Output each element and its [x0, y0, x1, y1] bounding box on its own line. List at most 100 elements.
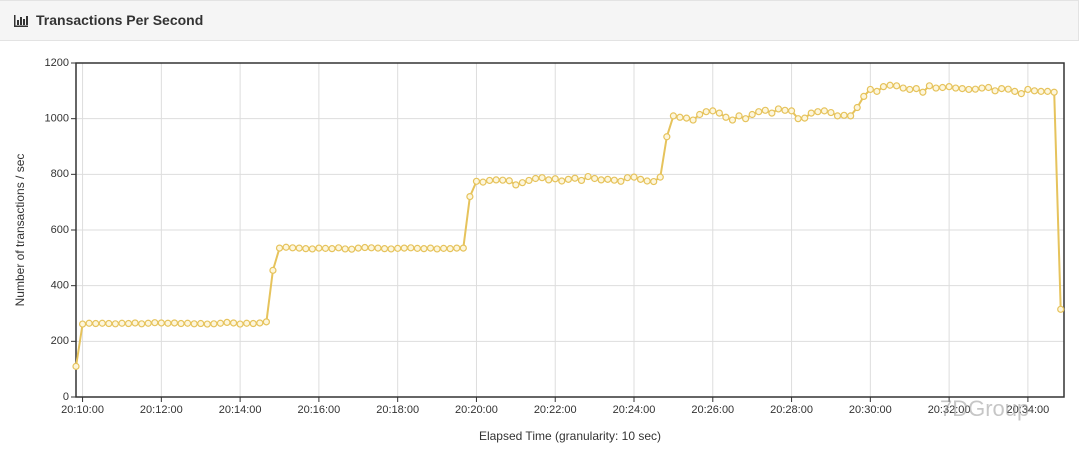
data-point	[1057, 305, 1065, 313]
data-point	[774, 105, 783, 113]
data-point	[184, 319, 192, 327]
data-point	[998, 85, 1006, 93]
data-point	[650, 177, 658, 186]
data-point	[978, 84, 986, 92]
data-point	[945, 83, 953, 91]
data-point	[663, 133, 671, 141]
data-point	[229, 319, 238, 327]
data-point	[203, 320, 211, 328]
data-point	[853, 103, 861, 112]
data-point	[840, 111, 848, 119]
data-point	[801, 114, 809, 122]
data-point	[164, 319, 172, 327]
data-point	[1024, 85, 1032, 94]
data-point	[157, 319, 165, 327]
plot-border	[75, 62, 1065, 398]
data-point	[722, 113, 730, 121]
data-point	[761, 106, 769, 114]
data-point	[892, 82, 901, 90]
data-point	[426, 244, 435, 252]
data-point	[1050, 88, 1058, 96]
data-point	[715, 109, 723, 117]
x-tick-label: 20:32:00	[928, 404, 971, 416]
data-point	[1017, 90, 1025, 98]
data-point	[912, 85, 920, 93]
data-point	[341, 245, 349, 253]
data-point	[334, 244, 343, 252]
data-point	[558, 177, 566, 185]
data-point	[374, 244, 382, 252]
x-tick-label: 20:22:00	[534, 404, 577, 416]
data-point	[394, 244, 402, 252]
data-point	[886, 81, 894, 89]
data-point	[925, 82, 934, 90]
data-point	[958, 85, 966, 93]
data-point	[380, 245, 389, 253]
data-point	[591, 174, 599, 183]
data-point	[755, 108, 763, 116]
data-point	[1011, 87, 1019, 95]
data-point	[118, 319, 126, 327]
x-tick-label: 20:16:00	[297, 404, 340, 416]
data-point	[1030, 87, 1039, 95]
data-point	[472, 177, 481, 185]
data-point	[190, 320, 198, 328]
data-point	[728, 116, 737, 124]
data-point	[1043, 87, 1052, 95]
data-point	[807, 109, 815, 117]
data-point	[505, 177, 513, 185]
data-point	[499, 176, 507, 184]
data-point	[545, 176, 553, 184]
data-point	[919, 88, 927, 96]
data-point	[906, 85, 914, 94]
data-point	[860, 92, 868, 101]
data-point	[787, 107, 796, 115]
data-point	[623, 174, 632, 182]
y-tick-label: 600	[51, 224, 69, 236]
data-point	[151, 319, 159, 327]
data-point	[564, 175, 572, 183]
data-point	[971, 85, 979, 93]
data-point	[282, 243, 290, 251]
chart-icon	[14, 15, 28, 27]
data-point	[952, 84, 960, 92]
data-point	[735, 112, 743, 120]
data-point	[696, 110, 704, 119]
x-tick-label: 20:30:00	[849, 404, 892, 416]
data-point	[197, 319, 205, 328]
data-point	[873, 87, 881, 95]
data-point	[249, 319, 257, 328]
data-point	[223, 318, 231, 327]
y-axis-label: Number of transactions / sec	[13, 154, 27, 307]
data-point	[584, 172, 592, 181]
data-point	[781, 106, 789, 114]
data-point	[604, 175, 612, 183]
data-point	[748, 110, 756, 119]
data-point	[453, 244, 461, 252]
data-point	[269, 266, 277, 274]
y-tick-label: 1000	[45, 113, 69, 125]
data-point	[531, 174, 540, 183]
data-point	[820, 107, 828, 115]
data-point	[617, 177, 625, 185]
x-axis-label: Elapsed Time (granularity: 10 sec)	[479, 429, 661, 443]
data-point	[643, 177, 651, 185]
watermark: 7DGroup	[940, 396, 1029, 421]
data-point	[243, 319, 251, 327]
data-point	[275, 244, 284, 252]
data-point	[466, 193, 474, 201]
data-point	[315, 244, 323, 252]
y-tick-label: 0	[63, 391, 69, 403]
data-point	[131, 319, 139, 327]
data-point	[518, 179, 527, 187]
data-point	[676, 113, 684, 121]
data-point	[577, 176, 586, 185]
y-tick-label: 800	[51, 168, 69, 180]
data-point	[295, 244, 303, 252]
data-point	[485, 176, 494, 185]
data-point	[105, 319, 113, 328]
data-point	[610, 176, 618, 184]
data-point	[538, 174, 546, 182]
